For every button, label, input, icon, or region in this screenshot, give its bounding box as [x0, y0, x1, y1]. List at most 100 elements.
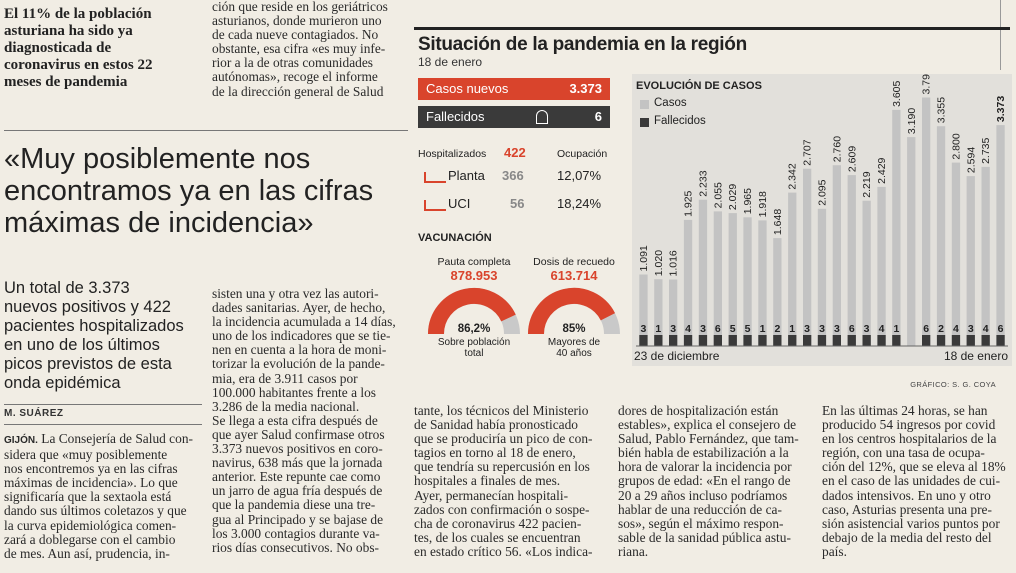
fallecidos-bar-label: 4 [953, 323, 959, 335]
casos-bar [639, 274, 648, 346]
fallecidos-bar [892, 335, 901, 346]
lede: Un total de 3.373 nuevos positivos y 422… [4, 279, 184, 392]
vaccination-gauges [427, 287, 620, 335]
fallecidos-bar [966, 335, 975, 346]
ocupacion-label: Ocupación [557, 148, 608, 160]
pauta-gauge-fill [427, 287, 516, 335]
casos-bar-label: 2.707 [802, 139, 814, 165]
fallecidos-bar-label: 2 [938, 323, 944, 335]
casos-bar [698, 199, 708, 346]
fallecidos-bar-label: 5 [730, 323, 736, 335]
body-col3: tante, los técnicos del Ministerio de Sa… [414, 403, 593, 559]
casos-bar [966, 176, 975, 346]
article-continuation-top: ción que reside en los geriátricos astur… [212, 0, 388, 99]
fallecidos-bar [713, 335, 722, 346]
casos-bar-label: 2.095 [817, 179, 829, 205]
byline: M. SUÁREZ [4, 408, 64, 419]
casos-bar-label: 2.735 [980, 137, 992, 163]
fallecidos-bar [951, 335, 961, 346]
fallecidos-bar-label: 6 [849, 323, 855, 335]
fallecidos-bar-label: 1 [893, 323, 899, 335]
body-col1: GIJÓN. La Consejería de Salud con- sider… [4, 431, 204, 561]
infographic-date: 18 de enero [418, 55, 483, 69]
casos-bar-label: 2.429 [876, 157, 888, 183]
fallecidos-value: 6 [594, 109, 602, 124]
uci-pct: 18,24% [557, 196, 602, 211]
casos-bar-label: 2.609 [846, 146, 858, 172]
casos-bar [817, 208, 827, 346]
casos-bar [892, 109, 901, 347]
casos-bar [728, 213, 737, 346]
casos-bar [773, 238, 782, 346]
chart-title: EVOLUCIÓN DE CASOS [636, 80, 762, 92]
planta-label: Planta [448, 168, 485, 183]
casos-bar-label: 2.760 [831, 136, 843, 162]
fallecidos-bar-label: 4 [879, 323, 885, 335]
fallecidos-bar [758, 335, 767, 346]
casos-bar-label: 3.355 [936, 97, 948, 123]
x-end-label: 18 de enero [943, 349, 1008, 363]
casos-bar-label: 3.190 [906, 108, 918, 134]
pauta-pct: 86,2% [457, 323, 491, 335]
casos-bar-label: 1.648 [772, 209, 784, 235]
casos-bar-label: 1.918 [757, 191, 769, 217]
fallecidos-bar-label: 3 [640, 323, 646, 335]
fallecidos-bar-label: 6 [715, 323, 721, 335]
fallecidos-bar-label: 4 [983, 323, 989, 335]
planta-value: 366 [502, 168, 524, 183]
fallecidos-bar [817, 335, 827, 346]
hosp-value: 422 [504, 145, 526, 160]
fallecidos-bar-label: 6 [923, 323, 929, 335]
fallecidos-bar-label: 1 [760, 323, 766, 335]
casos-bar-label: 2.800 [950, 133, 962, 159]
chart-panel: EVOLUCIÓN DE CASOS Casos Fallecidos 1.09… [632, 74, 1012, 366]
casos-bar-label: 1.016 [668, 250, 680, 276]
infographic: Situación de la pandemia en la región 18… [414, 0, 1016, 400]
fallecidos-label: Fallecidos [426, 109, 485, 124]
fallecidos-bar [936, 335, 946, 346]
fallecidos-box: Fallecidos 6 [418, 106, 610, 128]
bed-icon [424, 172, 446, 183]
cases-bar-chart: 1.091 3 1.020 1 1.016 3 1.925 4 2.233 3 2.055 6 2.02… [636, 74, 1008, 347]
recuerdo-sub: Mayores de 40 años [547, 337, 601, 359]
fallecidos-bar-label: 4 [685, 323, 691, 335]
legend-fallecidos-label: Fallecidos [654, 115, 706, 127]
casos-nuevos-box: Casos nuevos 3.373 [418, 78, 610, 100]
divider-left [4, 130, 408, 131]
casos-bar [996, 125, 1005, 346]
casos-bar-label: 1.965 [742, 188, 754, 214]
fallecidos-bar-label: 6 [998, 323, 1004, 335]
legend-casos-swatch [640, 100, 649, 109]
pauta-label: Pauta completa [437, 256, 511, 268]
casos-nuevos-value: 3.373 [569, 81, 602, 96]
pauta-value: 878.953 [450, 268, 498, 283]
fallecidos-bar-label: 3 [819, 323, 825, 335]
fallecidos-bar [743, 335, 752, 346]
uci-value: 56 [510, 196, 525, 211]
casos-bar [743, 217, 752, 346]
vacunacion-label: VACUNACIÓN [418, 232, 492, 244]
casos-bar [803, 168, 812, 346]
recuerdo-value: 613.714 [550, 268, 598, 283]
casos-bar [683, 219, 693, 346]
casos-bar [922, 97, 931, 346]
casos-bar-label: 2.342 [787, 163, 799, 189]
casos-bar-label: 1.925 [683, 190, 695, 216]
casos-bar-label: 2.594 [965, 147, 977, 173]
body-col5: En las últimas 24 horas, se han producid… [822, 403, 1006, 559]
fallecidos-bar-label: 3 [834, 323, 840, 335]
casos-bar [951, 162, 961, 346]
byline-rule [4, 404, 202, 405]
recuerdo-label: Dosis de recuedo [533, 256, 615, 268]
casos-bar-label: 2.219 [861, 171, 873, 197]
fallecidos-bar [803, 335, 812, 346]
tombstone-icon [536, 110, 548, 124]
icu-bed-icon [424, 200, 446, 211]
fallecidos-bar [922, 335, 931, 346]
byline-rule-bottom [4, 424, 202, 425]
fallecidos-bar [669, 335, 678, 346]
body-col1-text: La Consejería de Salud con- sidera que «… [4, 431, 193, 561]
casos-bar [758, 220, 767, 346]
infographic-top-rule [414, 27, 1010, 30]
fallecidos-bar-label: 3 [968, 323, 974, 335]
